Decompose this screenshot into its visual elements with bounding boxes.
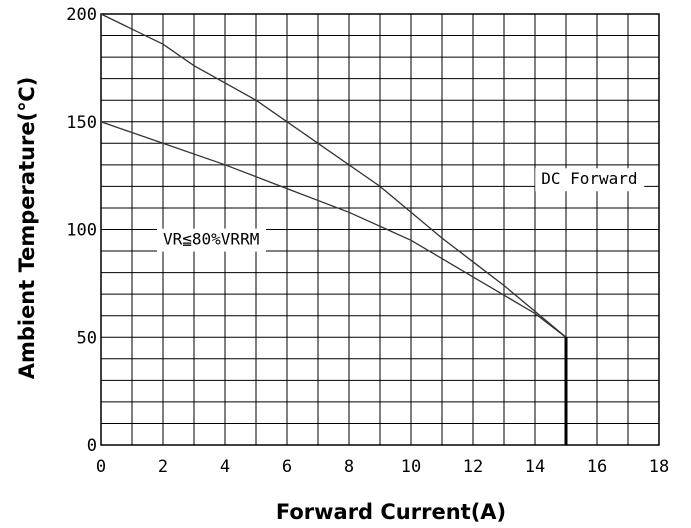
x-tick-label: 4 [220,457,230,477]
x-tick-label: 8 [344,457,354,477]
chart-annotations: DC Forward VR≦80%VRRM [157,168,645,252]
annotation-background [535,168,645,192]
y-tick-label: 0 [87,436,97,456]
chart-curves [100,13,568,445]
plot-frame [100,13,660,446]
annotation-label: VR≦80%VRRM [163,230,259,249]
chart-ticks: 0 2 4 6 8 10 12 14 16 18 0 50 100 150 200 [66,5,669,477]
y-tick-label: 200 [66,5,97,25]
x-tick-label: 16 [587,457,607,477]
y-tick-label: 50 [77,328,97,348]
y-tick-label: 150 [66,113,97,133]
annotation-label: DC Forward [541,169,637,188]
x-axis-label: Forward Current(A) [276,500,506,524]
series-line-1 [100,13,567,338]
x-tick-label: 2 [158,457,168,477]
x-tick-label: 14 [525,457,545,477]
x-tick-label: 0 [96,457,106,477]
x-tick-label: 18 [649,457,669,477]
x-tick-label: 6 [282,457,292,477]
x-tick-label: 10 [401,457,421,477]
annotation-background [157,228,266,252]
y-tick-label: 100 [66,221,97,241]
x-tick-label: 12 [463,457,483,477]
y-axis-label: Ambient Temperature(℃) [15,77,39,380]
series-line-2 [100,121,567,338]
